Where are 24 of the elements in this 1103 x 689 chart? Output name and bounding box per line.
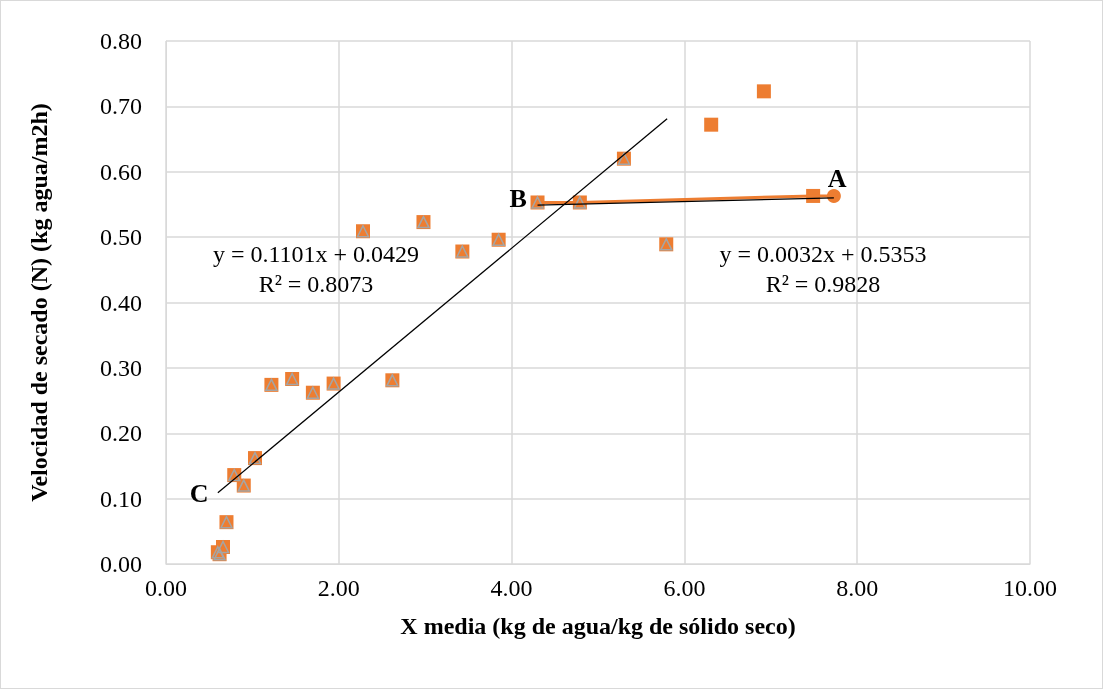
x-tick-label: 2.00 <box>317 575 360 601</box>
x-tick-label: 4.00 <box>490 575 533 601</box>
annotation: C <box>189 479 209 509</box>
x-tick-label: 8.00 <box>836 575 879 601</box>
annotation: y = 0.0032x + 0.5353 R² = 0.9828 <box>719 241 927 297</box>
y-axis-title: Velocidad de secado (N) (kg agua/m2h) <box>26 103 52 502</box>
x-tick-label: 10.00 <box>1003 575 1057 601</box>
y-tick-label: 0.50 <box>100 224 142 251</box>
y-tick-label: 0.00 <box>100 551 142 577</box>
x-axis-title: X media (kg de agua/kg de sólido seco) <box>400 613 796 639</box>
x-tick-label: 0.00 <box>145 575 187 601</box>
y-tick-label: 0.80 <box>100 28 142 54</box>
y-tick-label: 0.40 <box>100 289 142 316</box>
y-tick-label: 0.70 <box>100 93 142 120</box>
x-tick-label: 6.00 <box>663 575 706 601</box>
y-tick-label: 0.60 <box>100 158 142 185</box>
y-tick-label: 0.10 <box>100 485 142 512</box>
annotation: y = 0.1101x + 0.0429 R² = 0.8073 <box>212 241 420 297</box>
y-tick-label: 0.20 <box>100 420 142 447</box>
y-tick-label: 0.30 <box>100 354 142 381</box>
annotation: A <box>827 164 847 194</box>
point <box>756 84 771 99</box>
annotation: B <box>509 183 527 213</box>
point <box>704 117 719 132</box>
